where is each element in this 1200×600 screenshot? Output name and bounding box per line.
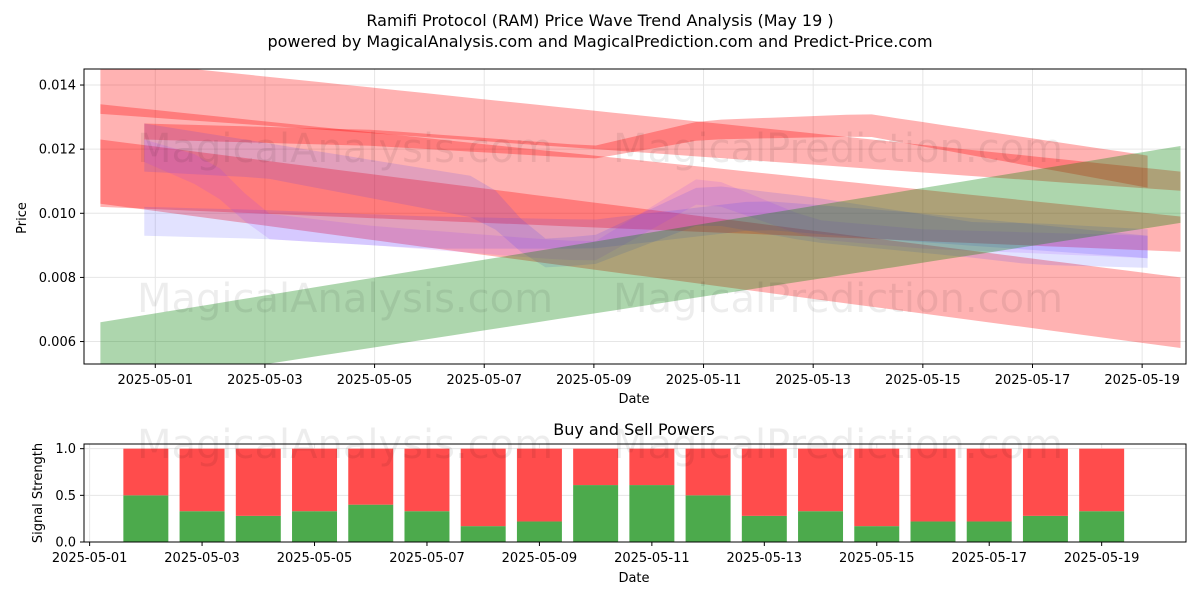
price-band-green-7 [100, 146, 1181, 364]
price-bands [100, 69, 1181, 364]
price-y-tick-label: 0.008 [39, 271, 76, 286]
sell-bar [741, 448, 787, 516]
power-y-tick-label: 0.5 [55, 489, 76, 504]
watermark-text: MagicalPrediction.com [613, 126, 1063, 172]
price-x-tick-label: 2025-05-07 [446, 373, 522, 388]
power-x-tick-label: 2025-05-07 [389, 551, 465, 566]
sell-bar [798, 448, 844, 512]
power-x-tick-label: 2025-05-01 [52, 551, 128, 566]
price-band-blue-4 [144, 123, 1148, 268]
sell-bar [235, 448, 281, 516]
sell-bar [404, 448, 450, 512]
buy-bar [741, 515, 787, 542]
power-y-tick-label: 1.0 [55, 442, 76, 457]
price-plot-frame [83, 68, 1187, 365]
sell-bar [460, 448, 506, 527]
power-x-tick-label: 2025-05-05 [277, 551, 353, 566]
buy-bar [123, 495, 169, 542]
sell-bar [685, 448, 731, 496]
buy-bar [348, 504, 394, 542]
price-x-tick-label: 2025-05-01 [117, 373, 193, 388]
sell-bar [1022, 448, 1068, 516]
power-y-axis-label: Signal Strength [31, 443, 46, 543]
watermark-text: MagicalAnalysis.com [137, 126, 553, 172]
watermark-text: MagicalPrediction.com [613, 276, 1063, 322]
buy-bar [573, 485, 619, 542]
buy-bar [179, 511, 225, 542]
price-x-tick-label: 2025-05-05 [337, 373, 413, 388]
sell-bar [292, 448, 338, 512]
power-x-tick-label: 2025-05-19 [1064, 551, 1140, 566]
power-y-tick-label: 0.0 [55, 536, 76, 551]
buy-bar [516, 521, 562, 542]
buy-bar [292, 511, 338, 542]
sell-bar [966, 448, 1012, 522]
power-plot-frame [83, 443, 1187, 543]
sell-bar [516, 448, 562, 522]
buy-bar [966, 521, 1012, 542]
buy-bar [1022, 515, 1068, 542]
price-x-tick-label: 2025-05-15 [885, 373, 961, 388]
sell-bar [854, 448, 900, 527]
price-band-red-0 [100, 69, 1181, 191]
power-x-axis-label: Date [618, 571, 649, 586]
sell-bar [573, 448, 619, 486]
power-x-tick-label: 2025-05-09 [502, 551, 578, 566]
sell-bar [179, 448, 225, 512]
price-y-tick-label: 0.012 [39, 143, 76, 158]
price-band-purple-5 [144, 139, 1148, 261]
power-x-tick-label: 2025-05-15 [839, 551, 915, 566]
price-watermarks: MagicalAnalysis.com MagicalPrediction.com… [137, 126, 1063, 322]
watermark-text: MagicalAnalysis.com [137, 422, 553, 468]
power-watermarks: MagicalAnalysis.com MagicalPrediction.com [137, 422, 1063, 468]
price-panel: MagicalAnalysis.com MagicalPrediction.com… [39, 68, 1187, 388]
price-x-tick-label: 2025-05-13 [775, 373, 851, 388]
price-y-tick-label: 0.014 [39, 79, 76, 94]
price-y-tick-label: 0.010 [39, 207, 76, 222]
buy-bar [404, 511, 450, 542]
sell-bar [348, 448, 394, 505]
buy-bar [910, 521, 956, 542]
sell-bar [1079, 448, 1125, 512]
price-x-axis-label: Date [618, 392, 649, 407]
watermark-text: MagicalPrediction.com [613, 422, 1063, 468]
buy-bar [685, 495, 731, 542]
price-x-tick-label: 2025-05-19 [1104, 373, 1180, 388]
watermark-text: MagicalAnalysis.com [137, 276, 553, 322]
price-x-tick-label: 2025-05-09 [556, 373, 632, 388]
buy-bar [1079, 511, 1125, 542]
sell-bar [910, 448, 956, 522]
sell-bar [629, 448, 675, 486]
chart-title: Ramifi Protocol (RAM) Price Wave Trend A… [366, 11, 833, 30]
buy-bar [798, 511, 844, 542]
buy-bar [235, 515, 281, 542]
price-x-tick-label: 2025-05-03 [227, 373, 303, 388]
price-band-red-1 [100, 104, 1181, 252]
sell-bar [123, 448, 169, 496]
price-band-red-3 [144, 114, 1148, 188]
power-x-tick-label: 2025-05-11 [614, 551, 690, 566]
buy-bar [629, 485, 675, 542]
price-band-red-2 [100, 139, 1181, 348]
price-band-blue-6 [144, 201, 1148, 259]
power-chart-title: Buy and Sell Powers [553, 420, 715, 439]
price-y-tick-label: 0.006 [39, 335, 76, 350]
power-panel: MagicalAnalysis.com MagicalPrediction.com… [52, 422, 1187, 566]
buy-bar [854, 526, 900, 542]
price-x-tick-label: 2025-05-11 [666, 373, 742, 388]
price-x-tick-label: 2025-05-17 [995, 373, 1071, 388]
chart-subtitle: powered by MagicalAnalysis.com and Magic… [267, 32, 932, 51]
power-x-tick-label: 2025-05-17 [951, 551, 1027, 566]
power-x-tick-label: 2025-05-13 [727, 551, 803, 566]
price-y-axis-label: Price [15, 202, 30, 234]
power-x-tick-label: 2025-05-03 [164, 551, 240, 566]
buy-bar [460, 526, 506, 542]
